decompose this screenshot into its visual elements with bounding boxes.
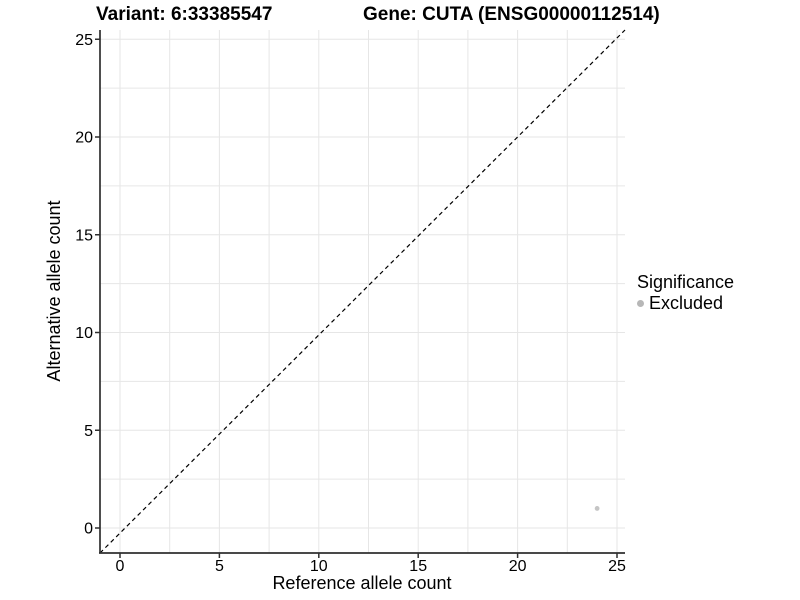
circle-dot-icon (637, 299, 644, 307)
legend-item-label: Excluded (649, 293, 724, 313)
data-point (594, 506, 600, 511)
legend-item: Excluded (637, 293, 734, 313)
x-tick-label: 25 (608, 558, 626, 575)
x-tick-label: 15 (409, 558, 427, 575)
y-axis-title: Alternative allele count (44, 200, 64, 382)
legend: Significance Excluded (637, 272, 734, 313)
legend-title: Significance (637, 272, 735, 292)
x-tick-label: 5 (215, 558, 224, 575)
y-tick-label: 25 (75, 32, 93, 49)
identity-line (99, 29, 626, 554)
y-tick-label: 5 (84, 423, 93, 440)
x-tick-label: 10 (310, 558, 328, 575)
x-tick-label: 0 (116, 558, 125, 575)
x-tick-label: 20 (509, 558, 527, 575)
variant-title: Variant: 6:33385547 (96, 4, 273, 25)
gene-title: Gene: CUTA (ENSG00000112514) (363, 4, 660, 25)
y-tick-label: 10 (75, 325, 93, 342)
y-tick-label: 15 (75, 227, 93, 244)
y-tick-label: 20 (75, 130, 93, 147)
x-axis-title: Reference allele count (272, 573, 452, 593)
y-tick-label: 0 (84, 521, 93, 538)
